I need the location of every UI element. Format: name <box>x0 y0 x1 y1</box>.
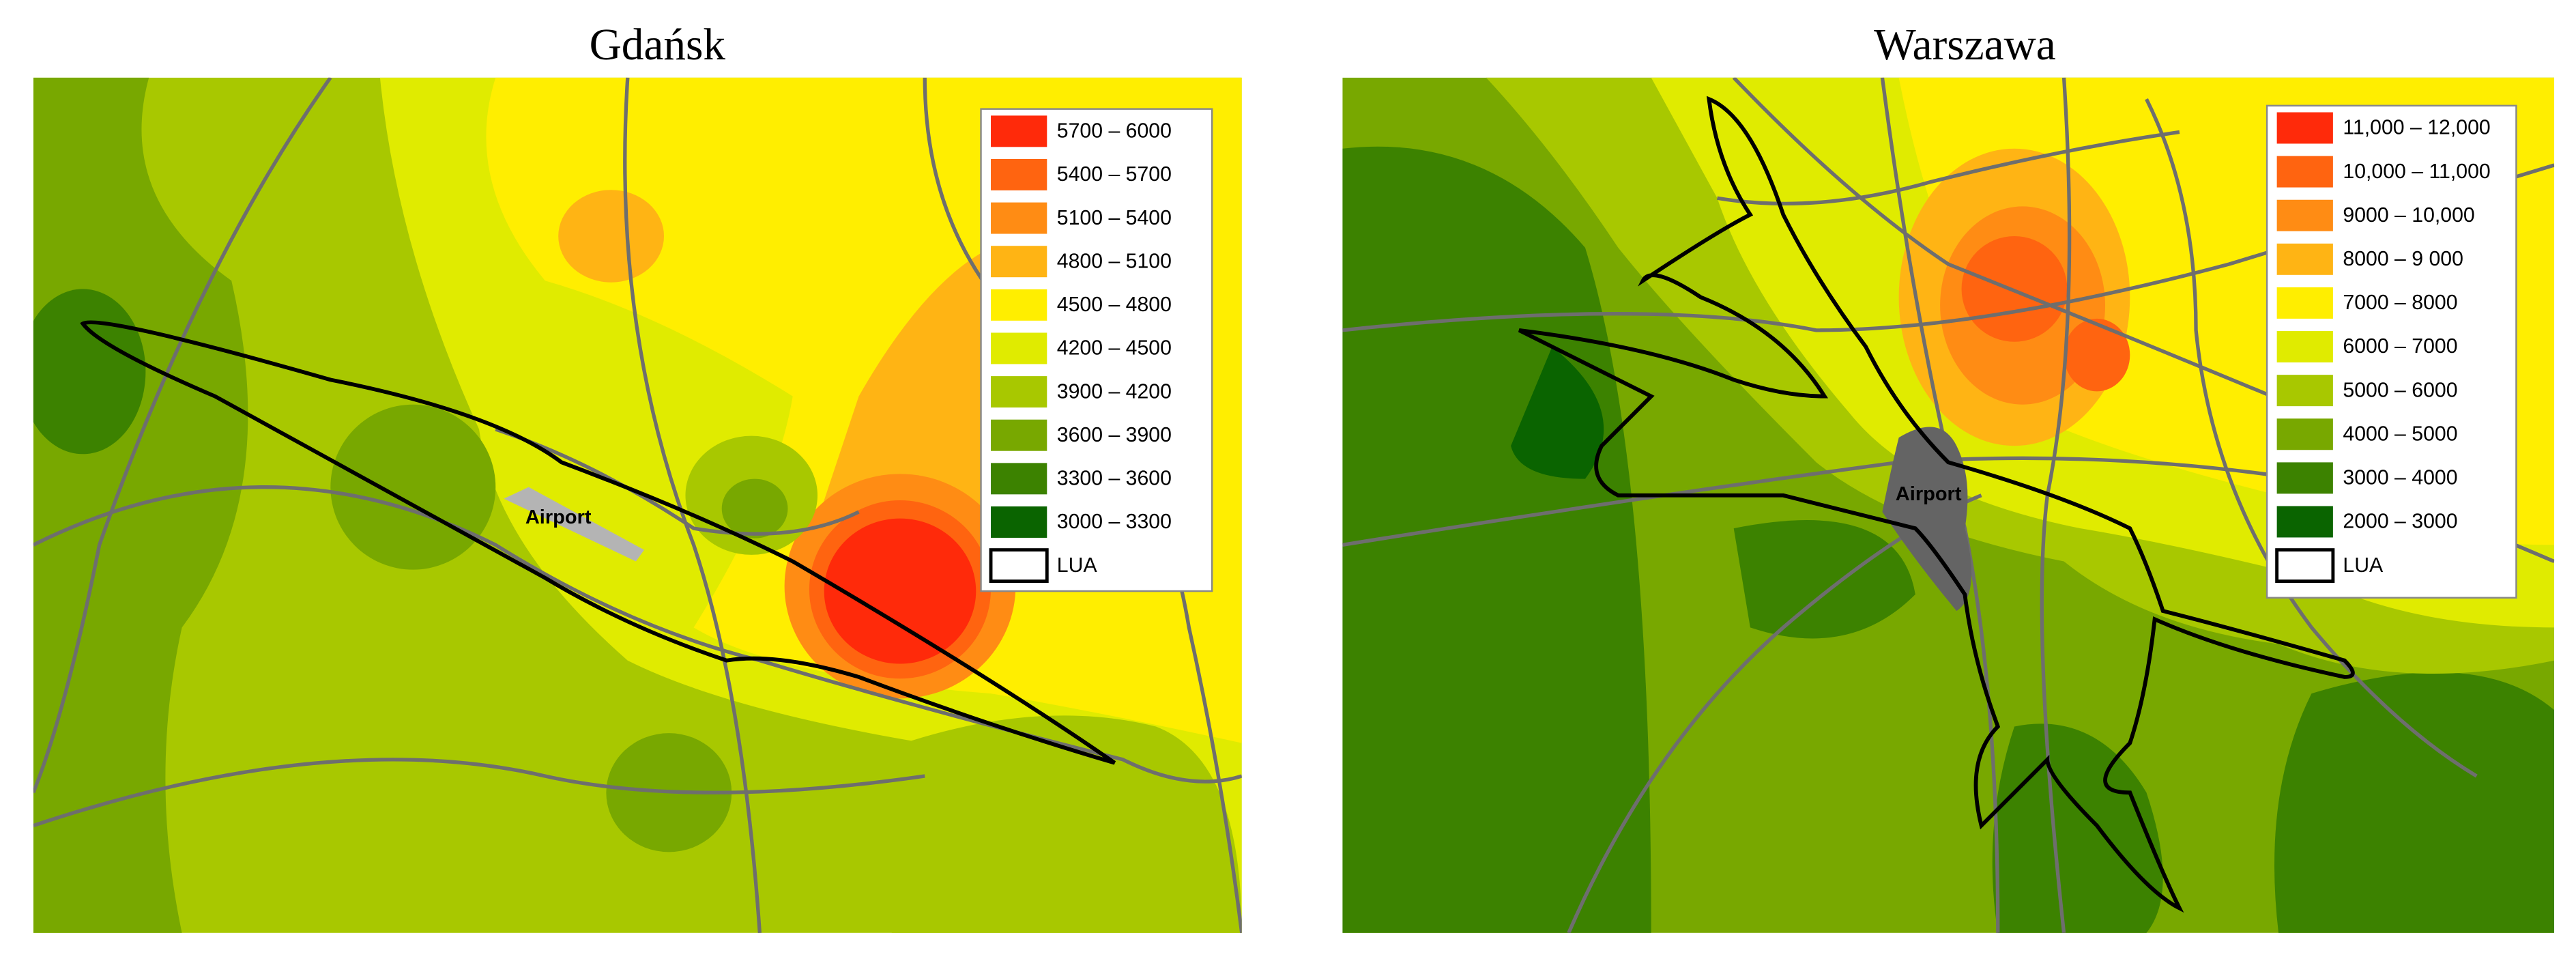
legend-swatch <box>2275 548 2335 583</box>
map-title: Gdańsk <box>590 20 726 70</box>
legend-swatch <box>2276 375 2333 407</box>
legend-label: 9000 – 10,000 <box>2343 204 2474 227</box>
legend-swatch <box>991 115 1047 147</box>
legend-label: 11,000 – 12,000 <box>2343 117 2490 139</box>
legends: 5700 – 6000 5400 – 5700 5100 – 5400 4800 – … <box>989 112 2491 583</box>
legend-swatch <box>2276 199 2333 231</box>
legend-swatch <box>991 376 1047 408</box>
legend-label: 8000 – 9 000 <box>2343 248 2463 270</box>
legend-swatch <box>991 463 1047 495</box>
legend-label: 2000 – 3000 <box>2343 511 2457 533</box>
legend-swatch <box>2276 287 2333 319</box>
legend-swatch <box>991 202 1047 234</box>
legend-label: 5100 – 5400 <box>1057 207 1172 229</box>
legend-label: 4800 – 5100 <box>1057 250 1172 272</box>
legend-label: 5400 – 5700 <box>1057 163 1172 186</box>
legend-swatch <box>2276 462 2333 494</box>
legend-label: 10,000 – 11,000 <box>2343 160 2490 183</box>
legend-label: 3600 – 3900 <box>1057 424 1172 446</box>
legend-label: 4200 – 4500 <box>1057 337 1172 360</box>
legend-label: LUA <box>2343 554 2384 577</box>
legend-label: 3900 – 4200 <box>1057 380 1172 403</box>
legend-swatch <box>2276 156 2333 188</box>
legend-swatch <box>2276 243 2333 275</box>
legend-swatch <box>991 419 1047 451</box>
legend-swatch <box>989 548 1049 583</box>
legend-swatch <box>2276 331 2333 363</box>
legend-swatch <box>991 332 1047 364</box>
map-title: Warszawa <box>1874 20 2056 70</box>
legend-label: 3300 – 3600 <box>1057 468 1172 490</box>
legend-swatch <box>991 246 1047 278</box>
legend-label: 7000 – 8000 <box>2343 291 2457 314</box>
airport-label: Airport <box>1896 483 1962 505</box>
legend-label: 4500 – 4800 <box>1057 293 1172 316</box>
legend-swatch <box>991 289 1047 321</box>
legend-swatch <box>2276 418 2333 450</box>
legend-label: 5700 – 6000 <box>1057 120 1172 143</box>
legend-label: LUA <box>1057 554 1098 577</box>
legend-label: 3000 – 4000 <box>2343 467 2457 489</box>
legend-swatch <box>991 158 1047 190</box>
legend-label: 3000 – 3300 <box>1057 511 1172 533</box>
legend-label: 6000 – 7000 <box>2343 335 2457 358</box>
legend-label: 5000 – 6000 <box>2343 379 2457 401</box>
legend-label: 4000 – 5000 <box>2343 422 2457 445</box>
legend-swatch <box>2276 506 2333 538</box>
airport-label: Airport <box>525 506 592 528</box>
legend-swatch <box>2276 112 2333 144</box>
legend-swatch <box>991 506 1047 538</box>
